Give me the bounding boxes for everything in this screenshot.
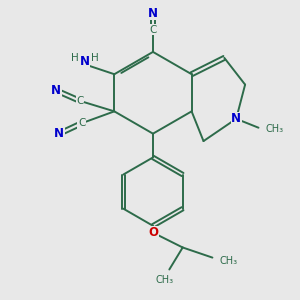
Text: N: N (54, 127, 64, 140)
Text: N: N (80, 55, 90, 68)
Text: N: N (231, 112, 241, 125)
Text: N: N (148, 7, 158, 20)
Text: CH₃: CH₃ (266, 124, 284, 134)
Text: C: C (76, 96, 84, 106)
Text: CH₃: CH₃ (220, 256, 238, 266)
Text: C: C (149, 25, 157, 34)
Text: H: H (71, 53, 79, 63)
Text: N: N (51, 84, 62, 97)
Text: C: C (78, 118, 85, 128)
Text: H: H (91, 53, 98, 63)
Text: O: O (148, 226, 158, 239)
Text: CH₃: CH₃ (156, 275, 174, 285)
